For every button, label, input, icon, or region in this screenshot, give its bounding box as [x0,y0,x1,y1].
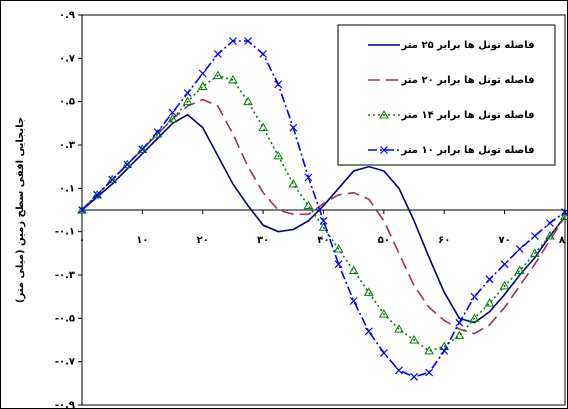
data-point [107,174,118,184]
data-point [379,308,389,318]
data-point [273,150,284,160]
data-point [560,211,568,220]
legend-marker [379,109,389,119]
data-point [168,108,177,117]
data-point [122,159,133,168]
x-tick-label: ۷۰ [499,235,511,246]
data-point [469,313,480,322]
data-point [485,275,494,284]
legend-label: فاصله تونل ها برابر ۲۵ متر [400,40,534,51]
data-point [455,318,464,327]
y-tick-label: ۰.۵ [59,97,75,108]
series-line [81,74,566,352]
data-point [545,230,555,240]
data-point [212,70,223,80]
data-point [229,37,237,45]
y-axis-title: جابجایی افقی سطح زمین (میلی متر) [15,117,26,303]
data-point [499,280,510,290]
data-point [424,345,435,355]
data-point [258,122,268,132]
y-tick-label: -۰.۱ [55,227,75,238]
x-tick-label: ۶۰ [438,235,450,246]
series-line [81,40,566,378]
data-point [78,206,86,214]
data-point [425,368,434,377]
data-point [319,216,328,225]
x-tick-label: ۸۰ [559,235,568,246]
data-point [529,248,540,257]
x-tick-label: ۵۰ [378,235,390,246]
data-point [228,74,238,84]
data-point [395,366,403,375]
data-point [500,260,509,269]
data-point [182,96,193,106]
x-tick-label: ۴۰ [317,235,329,246]
data-point [289,123,298,132]
data-point [77,204,87,214]
data-point [153,128,162,136]
data-point [454,330,465,340]
data-point [303,200,314,210]
legend-label: فاصله تونل ها برابر ۲۰ متر [400,75,534,86]
y-tick-label: -۰.۵ [55,313,75,324]
legend [337,24,556,166]
series-line [81,113,566,324]
data-point [259,50,268,58]
data-point [334,260,343,269]
data-point [470,292,479,301]
series-line [81,98,566,335]
data-point [274,80,283,89]
data-point [243,96,253,106]
data-point [137,144,148,153]
data-point [561,208,568,217]
y-tick-label: ۰.۷ [59,53,75,64]
data-point [333,243,344,253]
data-point [515,245,524,253]
data-point [138,145,147,154]
y-tick-label: -۰.۹ [55,400,75,409]
legend-label: فاصله تونل ها برابر ۱۴ متر [400,110,534,121]
data-point [167,113,178,123]
data-point [288,178,299,188]
data-point [123,160,132,169]
data-point [514,265,525,275]
y-tick-label: -۰.۳ [55,270,75,281]
y-tick-label: ۰.۹ [59,10,75,21]
data-point [183,89,192,97]
data-point [92,189,102,199]
x-tick-label: ۰ [79,235,85,246]
data-point [530,232,539,240]
data-point [197,81,208,90]
data-point [349,297,358,305]
data-point [409,334,419,344]
data-point [304,173,313,182]
legend-label: فاصله تونل ها برابر ۱۰ متر [400,145,534,156]
data-point [348,265,359,275]
x-tick-label: ۱۰ [136,235,148,246]
data-point [545,219,554,227]
data-point [93,190,102,199]
data-point [244,37,252,45]
data-point [379,349,388,357]
x-tick-label: ۲۰ [197,235,209,246]
data-point [108,175,117,184]
data-point [484,298,495,307]
data-point [410,372,418,381]
data-point [213,50,222,58]
y-tick-label: ۰.۱ [59,183,75,194]
data-point [440,346,449,355]
y-tick-label: ۰.۳ [59,140,75,151]
data-point [363,287,374,296]
y-tick-label: -۰.۷ [55,357,75,368]
legend-marker [380,146,388,154]
data-point [364,327,373,336]
x-tick-label: ۳۰ [257,235,269,246]
data-point [198,69,207,78]
data-point [394,324,404,333]
